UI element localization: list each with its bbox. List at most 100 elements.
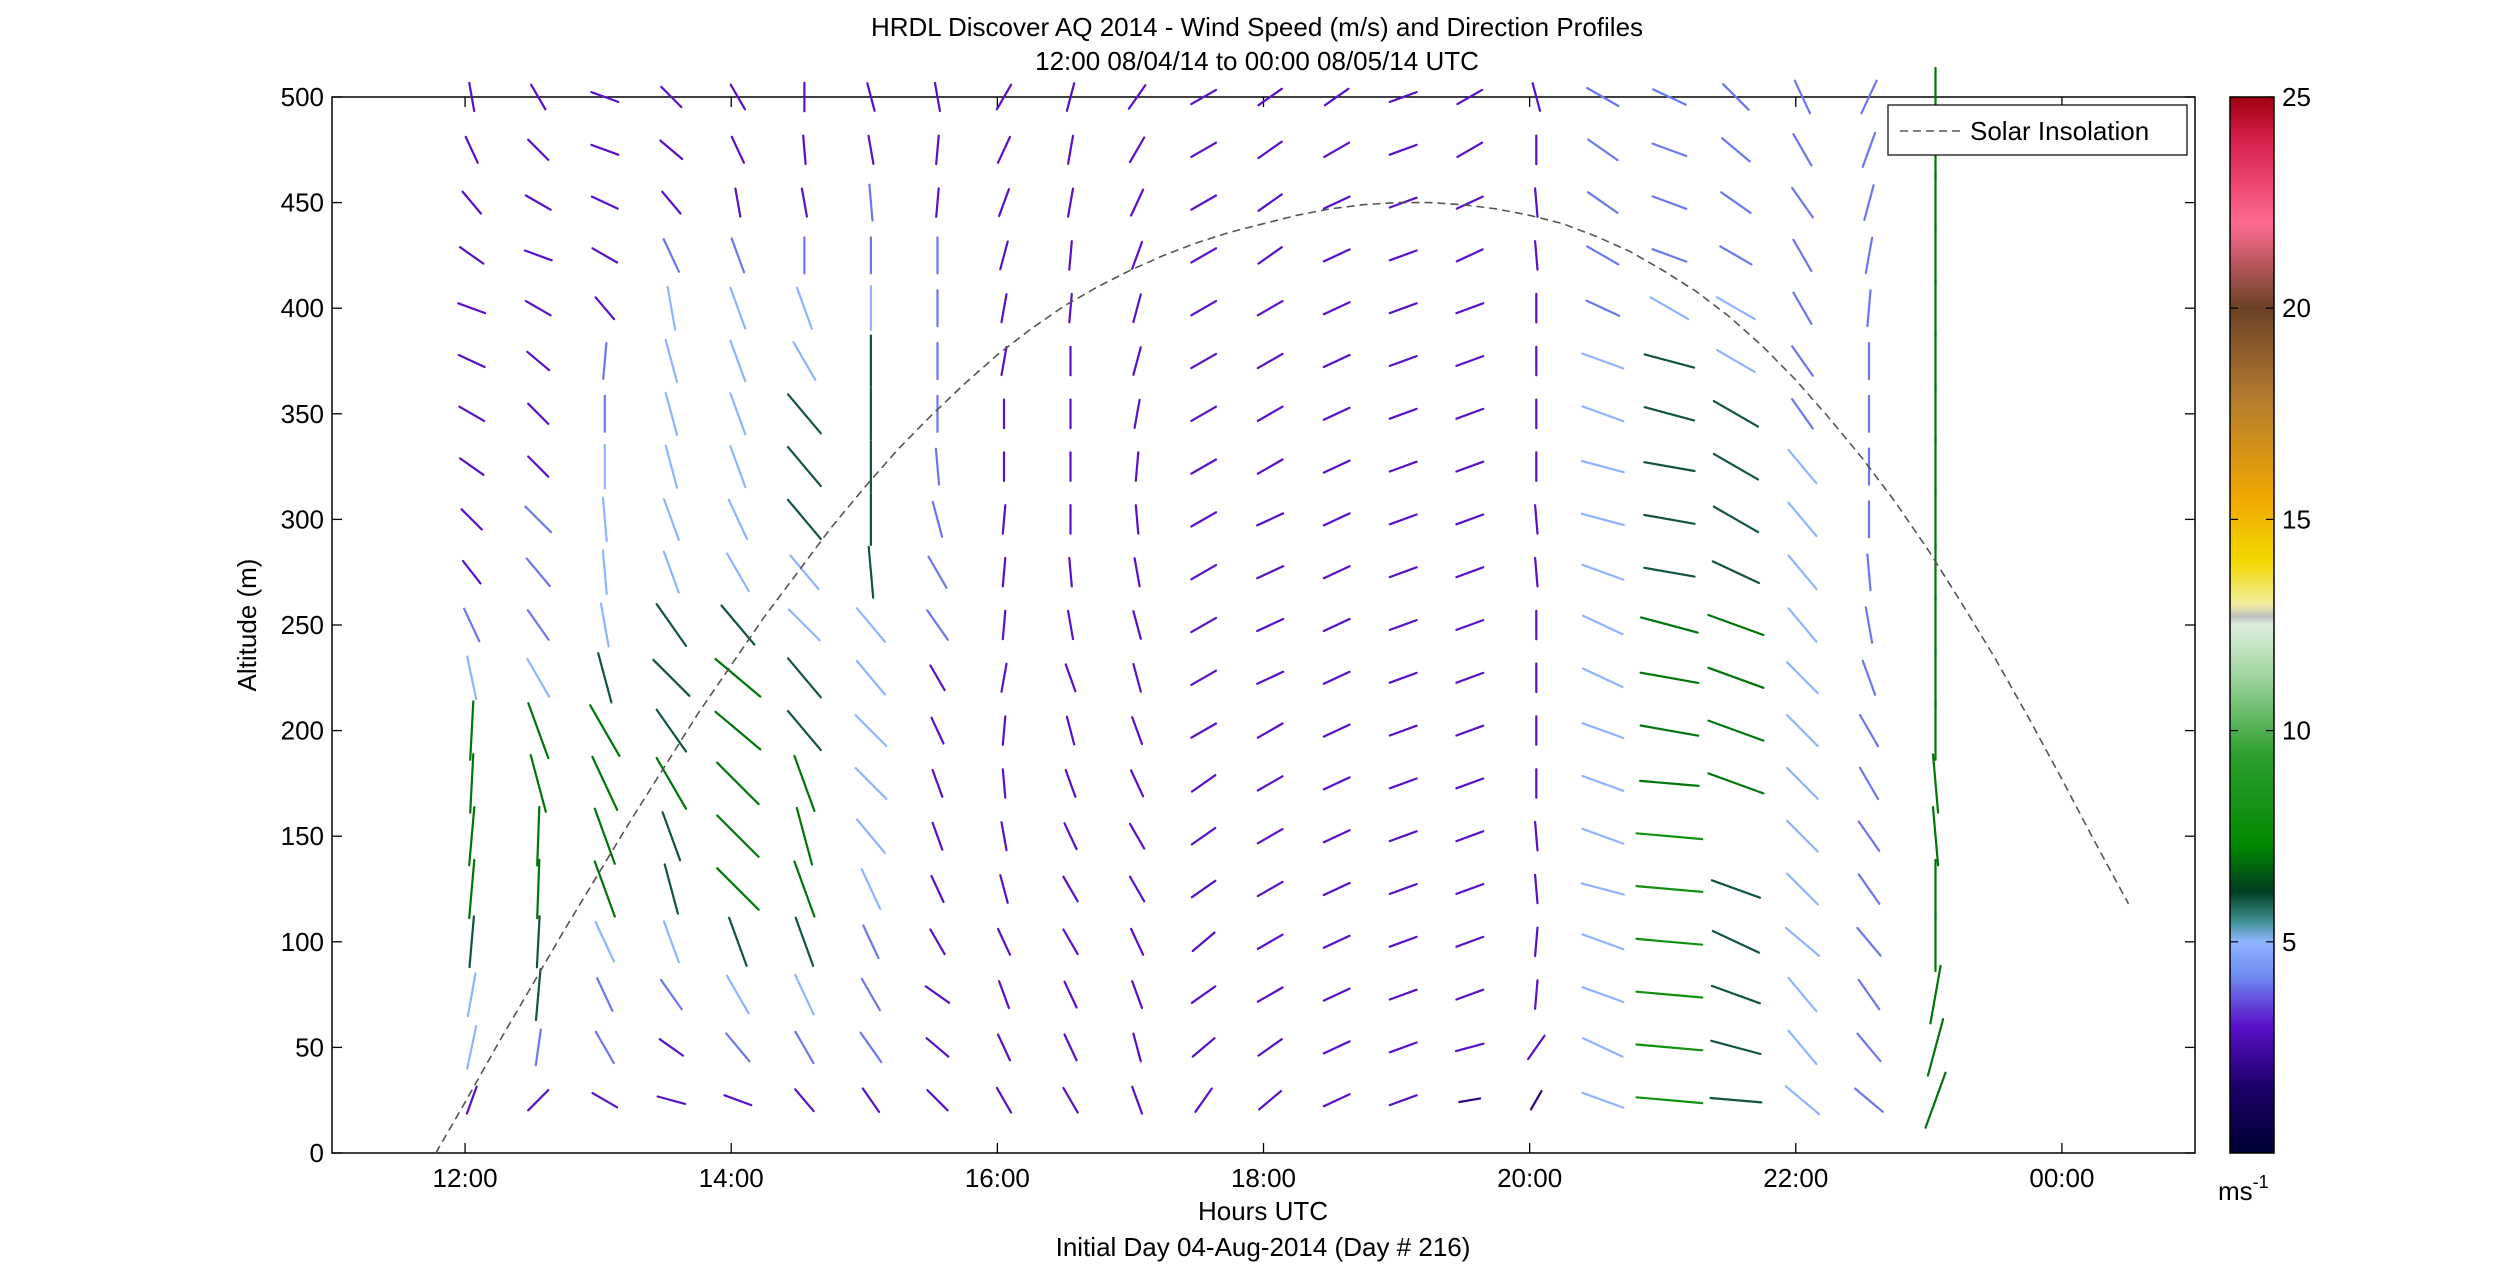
wind-barb — [1190, 669, 1218, 687]
wind-barb — [524, 194, 552, 211]
wind-barb — [1790, 186, 1814, 219]
wind-barb — [1129, 769, 1145, 798]
wind-barb — [1388, 249, 1418, 262]
wind-barb — [1586, 86, 1620, 108]
y-tick-label: 400 — [281, 293, 324, 323]
wind-barb — [593, 807, 616, 865]
wind-barb — [1866, 289, 1872, 328]
y-tick-label: 500 — [281, 82, 324, 112]
wind-barb — [1635, 1096, 1704, 1105]
wind-barb — [1190, 352, 1218, 370]
wind-barb — [1190, 774, 1217, 793]
y-axis-label: Altitude (m) — [232, 559, 262, 692]
wind-barb — [1063, 1033, 1078, 1062]
wind-barb — [457, 353, 486, 369]
wind-barb — [1190, 194, 1218, 211]
wind-barb — [1643, 566, 1696, 578]
wind-barb — [591, 1091, 619, 1109]
wind-barb — [1533, 240, 1539, 271]
wind-barb — [1322, 934, 1351, 949]
wind-barb — [1190, 563, 1218, 581]
wind-barb — [725, 974, 750, 1015]
wind-barb — [1635, 832, 1704, 841]
x-tick-label: 22:00 — [1763, 1163, 1828, 1193]
wind-barb — [1190, 511, 1218, 528]
wind-barb — [1256, 775, 1284, 792]
wind-barb — [461, 559, 482, 585]
wind-barb — [466, 1024, 478, 1070]
wind-barb — [1533, 504, 1539, 535]
x-tick-label: 12:00 — [433, 1163, 498, 1193]
wind-barb — [527, 1088, 550, 1112]
colorbar-tick-label: 20 — [2282, 293, 2311, 323]
wind-barb — [1710, 984, 1762, 1005]
wind-barb — [1710, 1039, 1762, 1056]
wind-barb — [854, 714, 888, 748]
wind-barb — [1719, 245, 1753, 266]
x-axis-label: Hours UTC — [1198, 1196, 1328, 1226]
wind-barb — [1526, 1034, 1546, 1061]
wind-barb — [526, 657, 551, 698]
wind-barb — [794, 973, 815, 1016]
wind-barb — [860, 977, 882, 1012]
wind-barb — [589, 704, 621, 758]
colorbar-unit-base: ms — [2218, 1176, 2253, 1206]
wind-barb — [997, 980, 1011, 1010]
wind-barb — [599, 602, 610, 648]
wind-barb — [1649, 296, 1690, 321]
wind-barb — [1068, 556, 1073, 588]
wind-barb — [1323, 87, 1350, 107]
wind-barb — [1785, 661, 1819, 695]
wind-barb — [926, 1088, 949, 1112]
wind-barb — [1000, 345, 1008, 377]
wind-barb — [802, 134, 807, 166]
wind-barb — [1131, 240, 1144, 270]
wind-barb — [927, 555, 948, 589]
y-tick-labels: 0 50 100 150 200 250 300 350 400 450 500 — [281, 82, 324, 1168]
wind-barb — [1455, 724, 1485, 737]
wind-barb — [1190, 985, 1217, 1004]
wind-barb — [1581, 933, 1625, 951]
wind-barb — [658, 1038, 685, 1057]
wind-barb — [1388, 1094, 1418, 1107]
wind-barb — [1529, 1089, 1543, 1111]
y-tick-label: 50 — [295, 1032, 324, 1062]
wind-barb — [1455, 407, 1485, 420]
wind-barb — [1322, 617, 1351, 633]
wind-barb — [720, 604, 756, 646]
wind-barb — [725, 552, 750, 593]
wind-barb — [596, 977, 614, 1013]
wind-barb — [1256, 300, 1284, 317]
wind-barb — [716, 761, 760, 806]
wind-barb — [1864, 236, 1874, 275]
colorbar-unit-exponent: -1 — [2253, 1172, 2269, 1192]
wind-barb — [1388, 302, 1418, 315]
wind-barb — [1388, 671, 1418, 684]
wind-barb — [931, 500, 944, 538]
wind-barb — [1790, 398, 1814, 430]
wind-barb — [794, 1030, 815, 1065]
wind-barb — [1256, 458, 1284, 475]
wind-barb — [1635, 884, 1704, 894]
x-axis-sublabel: Initial Day 04-Aug-2014 (Day # 216) — [1056, 1232, 1471, 1262]
wind-barb — [1533, 873, 1539, 905]
wind-barb — [459, 457, 485, 476]
wind-barb — [795, 806, 814, 866]
wind-barb — [996, 135, 1012, 164]
wind-barb — [597, 652, 613, 704]
wind-barb — [866, 82, 876, 112]
wind-barb — [930, 874, 945, 904]
wind-barb — [1456, 88, 1484, 106]
wind-barb — [1388, 460, 1418, 473]
wind-barb — [1190, 826, 1217, 846]
wind-barb — [786, 498, 822, 541]
wind-barb — [1455, 355, 1485, 367]
wind-barb — [466, 655, 478, 701]
wind-barb — [1784, 926, 1821, 957]
wind-barb — [1258, 1089, 1283, 1111]
wind-barb — [1190, 616, 1218, 634]
wind-barb — [1722, 83, 1750, 111]
wind-barb — [924, 985, 951, 1004]
wind-barb — [1456, 141, 1484, 158]
wind-barb — [800, 187, 809, 218]
